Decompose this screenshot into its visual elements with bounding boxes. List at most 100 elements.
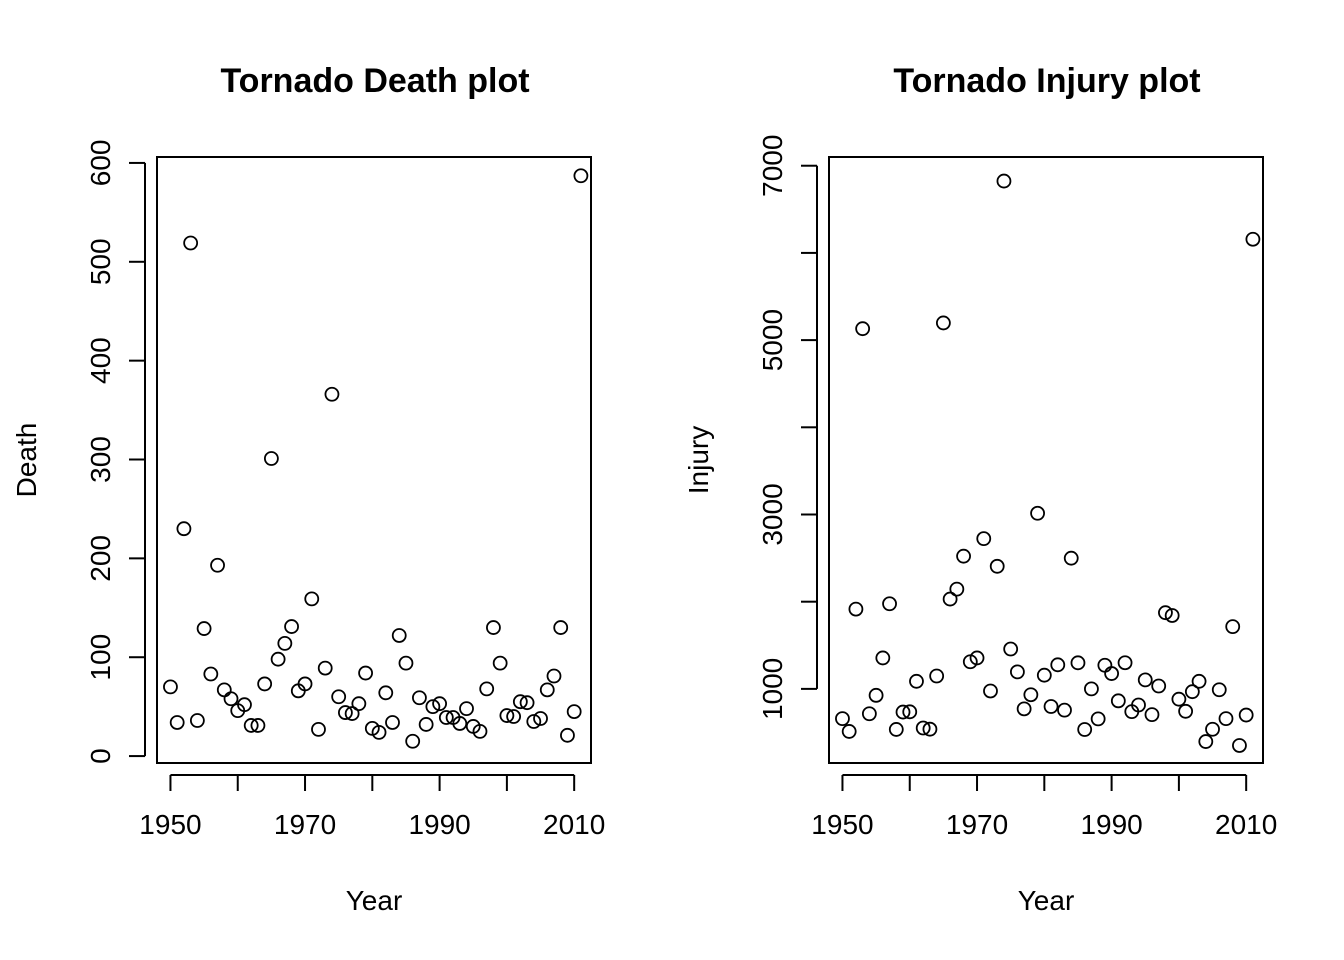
death-data-point bbox=[418, 717, 434, 732]
death-data-point bbox=[331, 689, 347, 705]
death-data-point bbox=[506, 709, 522, 724]
injury-y-tick-label: 5000 bbox=[757, 309, 788, 371]
death-data-point bbox=[338, 705, 353, 720]
death-data-point bbox=[492, 655, 508, 671]
injury-data-point bbox=[902, 704, 918, 720]
injury-data-point bbox=[1057, 702, 1072, 718]
death-x-axis-label: Year bbox=[346, 885, 403, 916]
injury-data-point bbox=[1137, 672, 1153, 688]
death-data-point bbox=[553, 620, 569, 635]
death-data-point bbox=[405, 733, 421, 749]
injury-data-point bbox=[969, 650, 985, 666]
death-data-point bbox=[163, 679, 178, 695]
injury-data-point bbox=[1070, 655, 1086, 671]
death-y-tick-label: 600 bbox=[85, 140, 116, 187]
injury-data-point bbox=[855, 321, 871, 337]
injury-data-point bbox=[1030, 505, 1045, 521]
death-y-tick-label: 300 bbox=[85, 436, 116, 483]
injury-data-point bbox=[1016, 701, 1032, 717]
death-y-tick-label: 100 bbox=[85, 634, 116, 681]
injury-data-point bbox=[1191, 673, 1207, 689]
injury-data-point bbox=[1211, 682, 1227, 698]
injury-data-point bbox=[1218, 711, 1234, 727]
death-data-point bbox=[297, 676, 313, 692]
injury-data-point bbox=[1063, 550, 1079, 566]
injury-data-point bbox=[1158, 605, 1173, 621]
death-plot-panel: Tornado Death plot 1950 1970 1990 2010 0 100 20… bbox=[11, 62, 605, 916]
death-x-tick-label: 1970 bbox=[274, 809, 336, 840]
injury-data-point bbox=[922, 721, 938, 737]
injury-data-point bbox=[882, 596, 897, 612]
death-y-tick-label: 200 bbox=[85, 535, 116, 582]
injury-data-point bbox=[1225, 619, 1241, 635]
death-data-point bbox=[189, 713, 205, 728]
death-data-point bbox=[371, 724, 387, 740]
death-data-point bbox=[385, 715, 400, 730]
injury-data-point bbox=[1090, 711, 1106, 727]
death-y-axis-label: Death bbox=[11, 423, 42, 498]
death-data-point bbox=[351, 696, 367, 712]
injury-data-point bbox=[1144, 707, 1160, 723]
death-data-point bbox=[512, 694, 528, 710]
injury-data-point bbox=[1043, 699, 1059, 714]
death-data-point bbox=[459, 701, 474, 717]
injury-data-point bbox=[949, 581, 965, 597]
death-y-tick-label: 400 bbox=[85, 337, 116, 384]
injury-data-point bbox=[1010, 664, 1025, 680]
death-data-point bbox=[243, 718, 259, 733]
injury-data-point bbox=[1178, 703, 1194, 719]
death-data-point bbox=[425, 699, 441, 715]
injury-data-point bbox=[983, 683, 998, 699]
death-data-point bbox=[560, 727, 575, 743]
injury-data-point bbox=[1077, 722, 1093, 737]
death-data-point bbox=[526, 714, 542, 729]
death-data-point bbox=[519, 695, 535, 711]
injury-data-point bbox=[1050, 657, 1066, 673]
death-x-tick-label: 1990 bbox=[408, 809, 470, 840]
death-data-point bbox=[263, 451, 279, 466]
death-data-point bbox=[378, 685, 394, 701]
injury-data-point bbox=[1238, 707, 1254, 723]
injury-data-point bbox=[1003, 641, 1019, 657]
death-data-point bbox=[573, 168, 589, 184]
injury-data-point bbox=[1184, 684, 1200, 700]
death-data-point bbox=[398, 655, 414, 671]
injury-data-point bbox=[1097, 657, 1113, 673]
injury-data-point bbox=[1232, 738, 1247, 753]
injury-data-point bbox=[1205, 721, 1220, 737]
death-data-point bbox=[344, 706, 360, 721]
injury-data-point bbox=[989, 558, 1005, 574]
death-x-tick-label: 2010 bbox=[543, 809, 605, 840]
injury-x-axis-label: Year bbox=[1018, 885, 1075, 916]
injury-data-point bbox=[1110, 693, 1126, 709]
injury-data-point bbox=[848, 601, 864, 617]
death-data-point bbox=[472, 723, 488, 739]
injury-data-point bbox=[841, 724, 857, 739]
injury-y-tick-label: 7000 bbox=[757, 135, 788, 197]
injury-data-point bbox=[976, 531, 992, 547]
injury-data-point bbox=[1171, 691, 1187, 707]
injury-plot-frame bbox=[828, 156, 1264, 764]
death-data-point bbox=[223, 691, 239, 707]
death-plot-frame bbox=[156, 156, 592, 764]
injury-plot-title: Tornado Injury plot bbox=[893, 62, 1200, 100]
injury-plot-panel: Tornado Injury plot 1950 1970 1990 2010 1000 3… bbox=[683, 62, 1277, 916]
death-data-point bbox=[566, 704, 582, 719]
injury-data-point bbox=[915, 720, 931, 736]
injury-data-point bbox=[1084, 681, 1099, 697]
injury-data-point bbox=[1198, 734, 1214, 749]
death-data-point bbox=[270, 651, 286, 667]
death-data-point bbox=[317, 660, 333, 676]
death-data-point bbox=[546, 668, 562, 684]
death-data-point bbox=[324, 386, 340, 402]
death-y-tick-label: 0 bbox=[85, 748, 116, 764]
injury-x-tick-label: 2010 bbox=[1215, 809, 1277, 840]
death-data-point bbox=[432, 696, 448, 712]
death-data-point bbox=[210, 557, 225, 573]
injury-data-point bbox=[996, 173, 1012, 189]
injury-y-axis-label: Injury bbox=[683, 426, 714, 494]
injury-y-tick-label: 1000 bbox=[757, 658, 788, 720]
injury-data-point bbox=[929, 668, 945, 684]
death-data-point bbox=[237, 697, 252, 713]
